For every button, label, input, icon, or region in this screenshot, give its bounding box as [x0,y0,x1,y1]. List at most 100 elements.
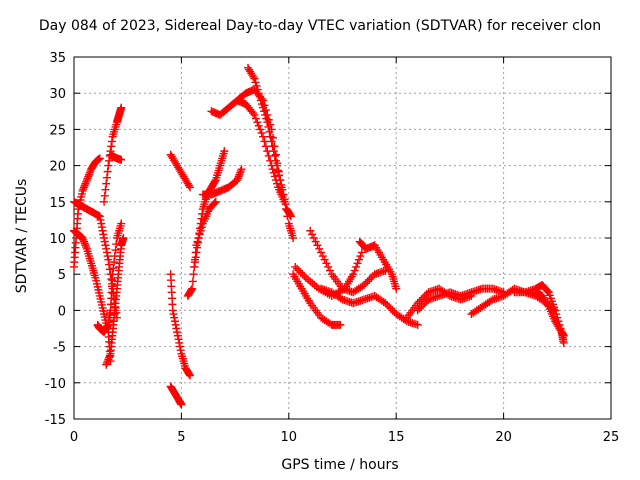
data-point [286,212,295,221]
data-point [98,226,107,235]
data-point [84,172,93,181]
data-point [385,302,394,311]
data-point [263,118,272,127]
data-point [102,179,111,188]
data-point [82,176,91,185]
data-point [324,262,333,271]
y-tick-label: -15 [45,413,66,428]
data-point [234,172,243,181]
data-point [260,107,269,116]
x-tick-label: 5 [177,430,185,445]
data-point [251,114,260,123]
data-point [353,259,362,268]
y-tick-label: 25 [49,123,66,138]
data-point [294,266,303,275]
data-point [356,252,365,261]
data-point [85,168,94,177]
data-point [280,197,289,206]
data-point [325,266,334,275]
data-point [189,270,198,279]
data-point [419,293,428,302]
data-point [413,320,422,329]
x-tick-label: 10 [281,430,298,445]
data-point [173,331,182,340]
data-point [270,172,279,181]
data-point [196,219,205,228]
data-point [188,284,197,293]
data-point [306,226,315,235]
data-point [235,170,244,179]
data-point [81,241,90,250]
data-markers [70,63,568,409]
data-point [361,279,370,288]
data-point [357,248,366,257]
data-point [193,238,202,247]
data-point [308,230,317,239]
data-point [352,262,361,271]
data-point [261,142,270,151]
series-arc22 [402,284,476,322]
data-point [117,219,126,228]
data-point [420,299,429,308]
data-point [320,255,329,264]
data-point [103,167,112,176]
data-point [105,156,114,165]
data-point [415,297,424,306]
data-point [80,237,89,246]
y-tick-label: 15 [49,196,66,211]
data-point [263,147,272,156]
data-point [102,358,111,367]
data-point [236,167,245,176]
data-point [259,103,268,112]
series-arc1 [70,226,115,366]
series-arc7 [102,234,128,369]
data-point [80,181,89,190]
data-point [367,273,376,282]
data-point [249,109,257,118]
y-tick-label: 30 [49,87,66,102]
data-point [420,291,429,300]
x-tick-label: 15 [388,430,405,445]
data-point [262,114,271,123]
series-arc4 [93,219,126,337]
data-point [95,212,104,221]
data-point [97,219,106,228]
data-point [102,173,111,182]
data-point [257,129,266,138]
data-point [173,328,182,337]
data-point [233,174,242,183]
data-point [336,294,345,303]
data-point [85,170,94,179]
data-point [318,252,327,261]
data-point [487,296,496,305]
data-point [97,223,106,232]
data-point [81,179,90,188]
series-arc26 [531,288,568,340]
data-point [175,338,184,347]
data-point [349,270,358,279]
data-point [102,244,111,253]
data-point [317,248,326,257]
data-point [110,258,119,267]
series-arc13 [198,165,246,199]
data-point [107,142,116,151]
data-point [95,154,104,163]
data-point [170,317,179,326]
data-point [417,295,426,304]
data-point [190,262,199,271]
data-point [559,331,568,340]
data-point [109,264,118,273]
data-point [257,100,266,109]
data-point [105,351,114,360]
axis-ticks [73,56,612,420]
data-point [117,103,126,112]
data-point [261,110,270,119]
data-point [271,176,280,185]
data-point [103,322,112,331]
data-point [169,310,178,319]
data-point [96,215,105,224]
y-tick-labels: -15 -10 -5 0 5 10 15 20 25 30 35 [45,51,66,428]
series-arc8 [166,270,194,380]
data-point [194,234,203,242]
data-point [105,353,114,362]
